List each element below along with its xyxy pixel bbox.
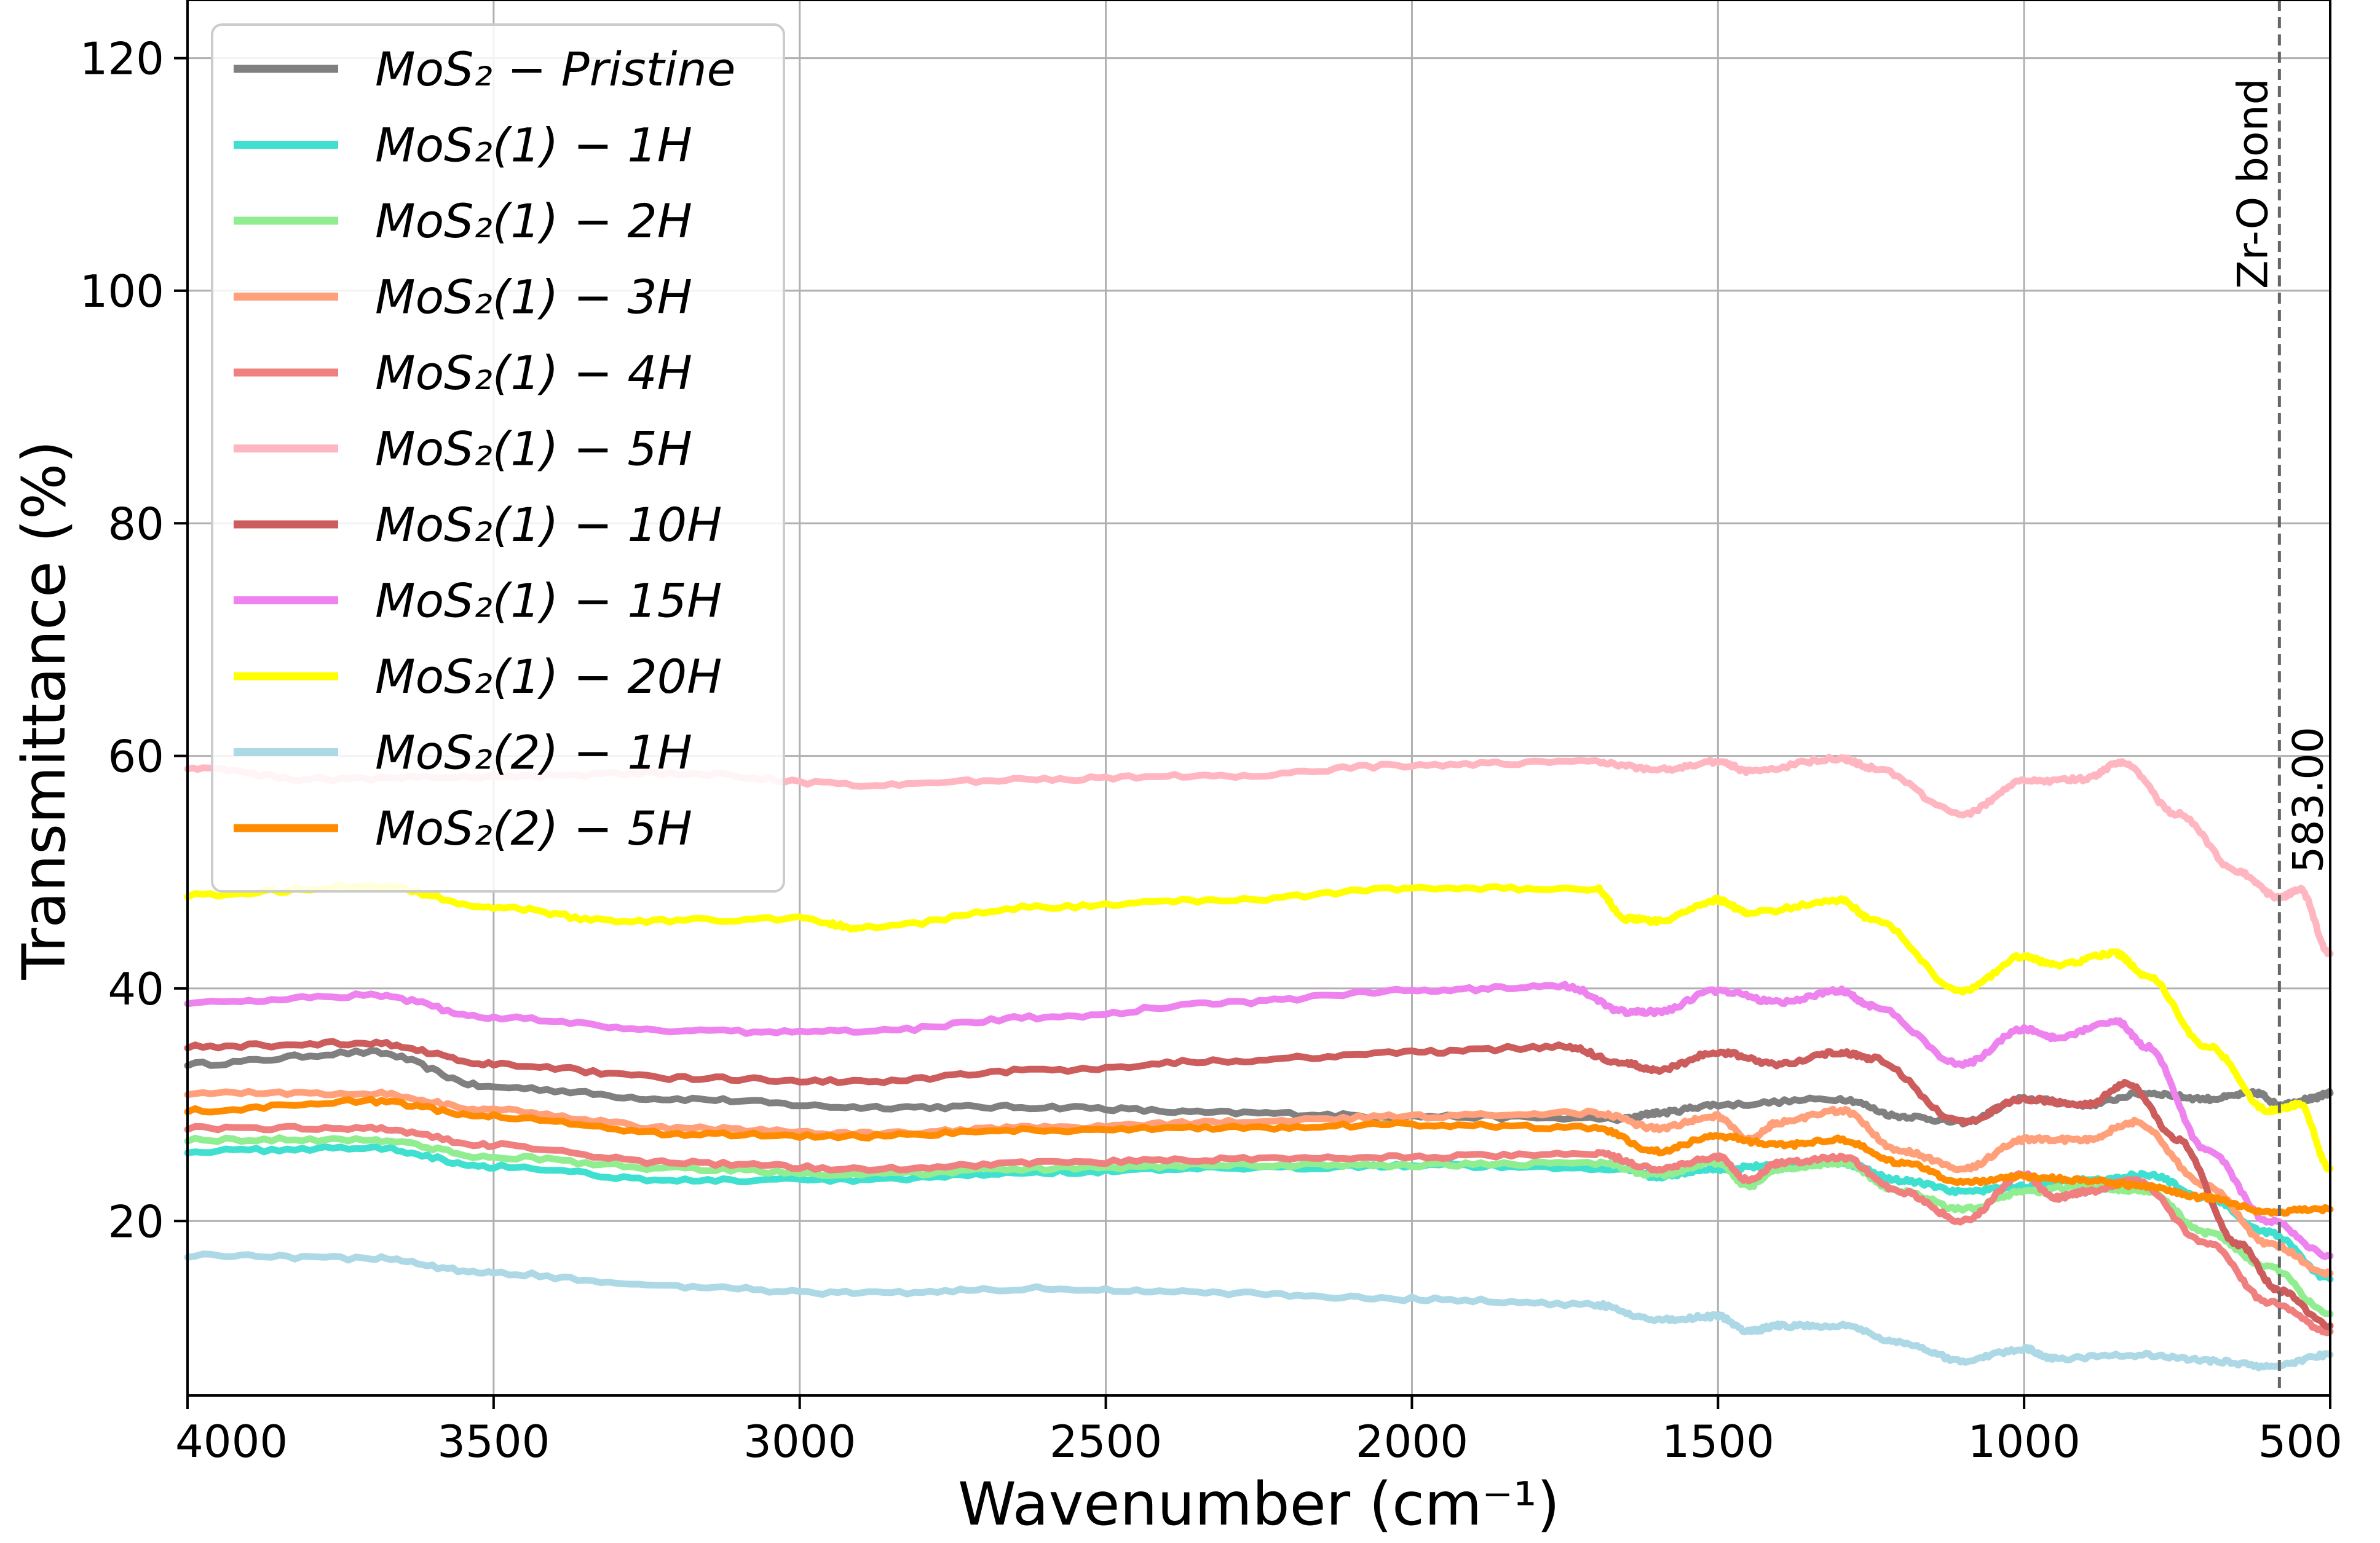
- legend-label-1: MoS₂(1) − 1H: [375, 118, 692, 173]
- series-line-6: [184, 1038, 2334, 1331]
- axes: 4000 3500 3000 2500 2000 1500 1000 500 20 40 60 80 1…: [80, 0, 2342, 1467]
- series-line-3: [184, 1087, 2334, 1278]
- series-line-8: [184, 882, 2334, 1173]
- series-line-9: [184, 1250, 2334, 1371]
- legend-label-6: MoS₂(1) − 10H: [375, 497, 722, 552]
- series-layer: [184, 754, 2334, 1371]
- x-tick-label-4: 2000: [1356, 1416, 1468, 1467]
- series-line-5: [184, 754, 2334, 957]
- x-axis-title: Wavenumber (cm⁻¹): [958, 1470, 1560, 1539]
- y-tick-label-0: 20: [108, 1196, 164, 1247]
- series-line-7: [184, 981, 2334, 1260]
- plot-frame: [186, 0, 2331, 1397]
- legend-box: [211, 23, 785, 893]
- legend-label-9: MoS₂(2) − 1H: [375, 725, 692, 780]
- legend-label-7: MoS₂(1) − 15H: [375, 574, 722, 628]
- x-tick-label-0: 4000: [175, 1416, 288, 1467]
- legend-label-2: MoS₂(1) − 2H: [375, 194, 692, 248]
- y-tick-label-2: 60: [108, 731, 164, 783]
- legend-label-4: MoS₂(1) − 4H: [375, 345, 692, 400]
- marker-value-label: 583.00: [2284, 727, 2333, 873]
- y-tick-label-5: 120: [80, 33, 164, 85]
- x-tick-label-7: 500: [2258, 1416, 2342, 1467]
- x-tick-label-6: 1000: [1968, 1416, 2081, 1467]
- y-tick-label-3: 80: [108, 498, 164, 550]
- zr-o-bond-label: Zr-O bond: [2229, 78, 2277, 289]
- x-tick-label-1: 3500: [437, 1416, 550, 1467]
- legend: MoS₂ − Pristine MoS₂(1) − 1H MoS₂(1) − 2H M…: [211, 23, 785, 893]
- x-tick-label-5: 1500: [1662, 1416, 1774, 1467]
- legend-label-10: MoS₂(2) − 5H: [375, 801, 692, 856]
- series-line-0: [184, 1047, 2334, 1127]
- y-axis-title: Transmittance (%): [10, 440, 79, 980]
- y-tick-label-1: 40: [108, 963, 164, 1015]
- legend-label-0: MoS₂ − Pristine: [375, 42, 735, 97]
- series-line-4: [184, 1123, 2334, 1336]
- legend-label-8: MoS₂(1) − 20H: [375, 649, 722, 704]
- y-tick-label-4: 100: [80, 266, 164, 317]
- series-line-10: [184, 1095, 2334, 1217]
- vertical-marker: Zr-O bond 583.00: [2229, 0, 2333, 1395]
- legend-label-5: MoS₂(1) − 5H: [375, 422, 692, 476]
- legend-label-3: MoS₂(1) − 3H: [375, 270, 692, 325]
- x-tick-label-2: 3000: [743, 1416, 856, 1467]
- x-tick-label-3: 2500: [1050, 1416, 1162, 1467]
